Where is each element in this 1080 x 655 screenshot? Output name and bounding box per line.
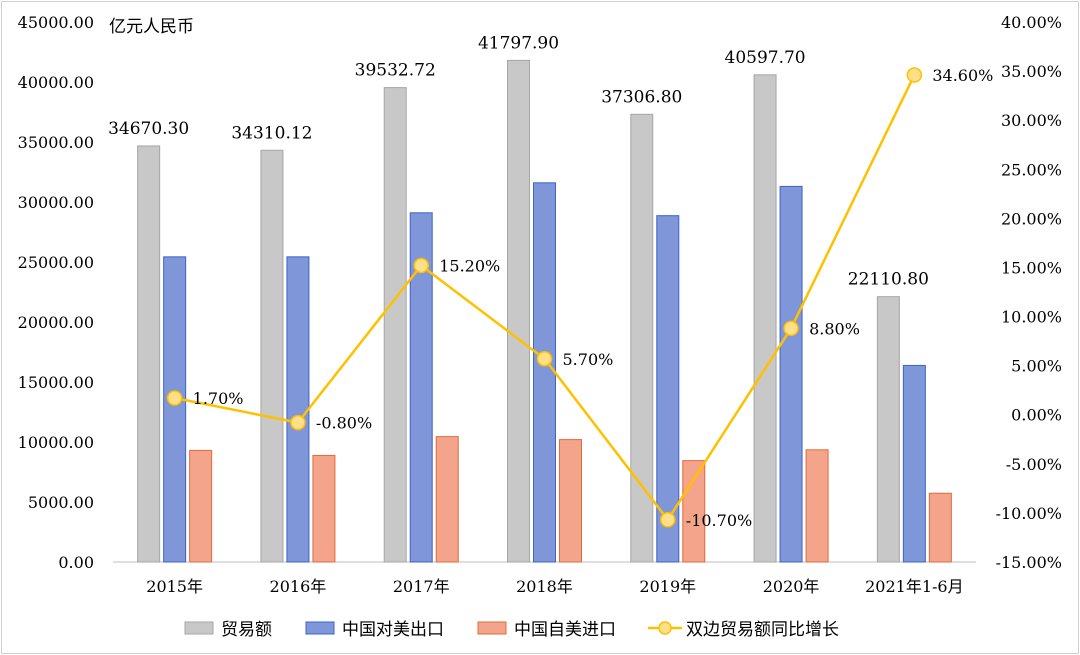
left-tick-label: 10000.00 (18, 433, 94, 452)
bar-trade-total (630, 113, 654, 563)
right-tick-label: -15.00% (996, 553, 1062, 572)
growth-point (413, 257, 429, 274)
growth-data-label: -0.80% (316, 414, 372, 433)
legend-label: 中国自美进口 (514, 620, 616, 640)
right-axis: -15.00% -10.00% -5.00% 0.00% 5.00% 10.00% 15.0… (996, 13, 1062, 572)
right-tick-label: 40.00% (1001, 13, 1062, 32)
right-tick-label: 25.00% (1001, 160, 1062, 179)
left-tick-label: 20000.00 (18, 313, 94, 332)
legend-swatch (184, 621, 214, 635)
legend-marker (658, 621, 672, 635)
growth-point (906, 67, 923, 83)
right-tick-label: -5.00% (1006, 455, 1062, 474)
bar-export (656, 215, 680, 563)
right-tick-label: 10.00% (1001, 308, 1062, 327)
bar-trade-total (137, 145, 161, 563)
bar-export (286, 256, 310, 563)
bar-data-label: 22110.80 (848, 270, 929, 290)
left-tick-label: 25000.00 (18, 253, 94, 272)
growth-point (783, 320, 799, 337)
right-tick-label: 20.00% (1001, 209, 1062, 228)
bar-export (533, 182, 556, 563)
bar-import (928, 492, 952, 563)
category-label: 2015年 (146, 577, 203, 596)
right-tick-label: 0.00% (1011, 406, 1062, 425)
category-label: 2021年1-6月 (865, 577, 964, 596)
legend-swatch (477, 621, 507, 635)
category-label: 2019年 (639, 577, 696, 596)
right-tick-label: -10.00% (996, 504, 1062, 523)
left-tick-label: 45000.00 (18, 13, 94, 32)
left-tick-label: 5000.00 (28, 493, 94, 512)
bar-data-label: 34310.12 (231, 123, 312, 143)
growth-point (660, 512, 676, 528)
bar-trade-total (753, 74, 777, 563)
bar-trade-total (260, 149, 284, 563)
right-tick-label: 5.00% (1011, 357, 1062, 376)
right-tick-label: 30.00% (1001, 111, 1062, 130)
bar-import (189, 449, 213, 563)
growth-data-label: 34.60% (932, 66, 993, 85)
left-tick-label: 30000.00 (18, 193, 94, 212)
growth-data-label: -10.70% (686, 511, 752, 530)
growth-point (166, 390, 183, 406)
bar-data-label: 41797.90 (478, 33, 559, 53)
growth-data-label: 15.20% (439, 256, 500, 275)
growth-data-label: 1.70% (193, 389, 244, 408)
legend-label: 双边贸易额同比增长 (686, 620, 839, 640)
category-labels: 2015年 2016年 2017年 2018年 2019年 2020年 2021年1-6月 (146, 577, 963, 596)
bar-export (409, 212, 433, 563)
category-label: 2018年 (516, 577, 573, 596)
bar-data-label: 34670.30 (108, 119, 189, 139)
category-label: 2016年 (270, 577, 327, 596)
growth-point (290, 414, 306, 431)
bar-import (559, 439, 582, 563)
category-label: 2020年 (763, 577, 820, 596)
bar-trade-total (876, 296, 900, 563)
bar-trade-total (507, 59, 530, 563)
bar-import (435, 436, 459, 563)
legend-swatch (305, 621, 335, 635)
bar-export (902, 364, 926, 563)
bar-data-label: 40597.70 (725, 48, 806, 68)
bar-data-label: 37306.80 (601, 87, 682, 107)
legend-label: 贸易额 (221, 620, 272, 640)
bars: 34670.30 34310.12 39532.72 41797.90 37306.80… (108, 33, 952, 563)
right-tick-label: 15.00% (1001, 258, 1062, 277)
legend-label: 中国对美出口 (342, 620, 444, 640)
bar-export (163, 256, 187, 563)
left-tick-label: 15000.00 (18, 373, 94, 392)
left-tick-label: 35000.00 (18, 133, 94, 152)
bar-import (312, 454, 336, 563)
left-tick-label: 40000.00 (18, 73, 94, 92)
left-tick-label: 0.00 (58, 553, 94, 572)
growth-data-label: 8.80% (809, 319, 860, 338)
growth-line-series: 1.70% -0.80% 15.20% 5.70% -10.70% 8.80% 34.60% (166, 66, 993, 530)
left-axis: 0.00 5000.00 10000.00 15000.00 20000.00 25000… (18, 13, 94, 572)
right-tick-label: 35.00% (1001, 62, 1062, 81)
legend: 贸易额 中国对美出口 中国自美进口 双边贸易额同比增长 (184, 620, 839, 640)
bar-trade-total (383, 87, 407, 563)
growth-point (536, 351, 553, 367)
unit-label: 亿元人民币 (109, 17, 194, 37)
category-label: 2017年 (393, 577, 450, 596)
bar-export (779, 185, 803, 563)
growth-data-label: 5.70% (563, 350, 614, 369)
bar-data-label: 39532.72 (355, 61, 436, 81)
bar-import (805, 449, 829, 563)
